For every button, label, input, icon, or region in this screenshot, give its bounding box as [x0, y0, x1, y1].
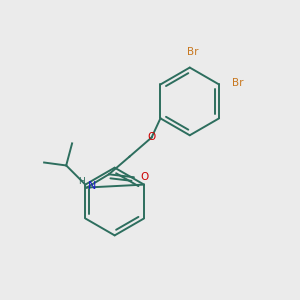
Text: Br: Br	[232, 78, 244, 88]
Text: N: N	[88, 181, 96, 191]
Text: H: H	[79, 177, 85, 186]
Text: O: O	[148, 133, 156, 142]
Text: Br: Br	[187, 47, 198, 57]
Text: O: O	[140, 172, 149, 182]
